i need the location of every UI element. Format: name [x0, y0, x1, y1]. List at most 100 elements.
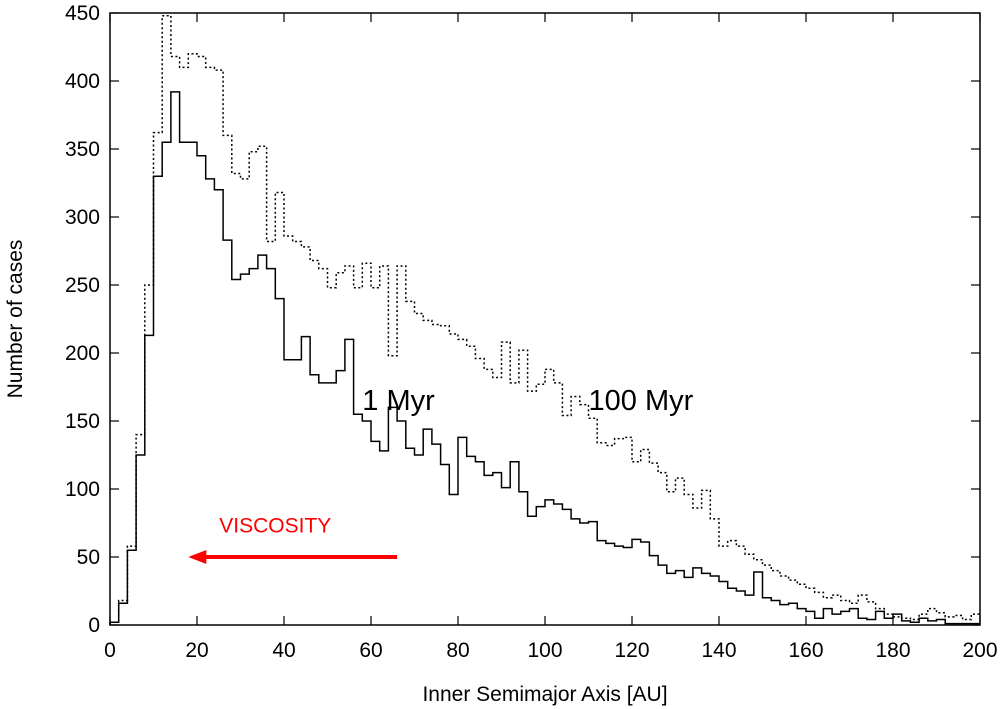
bin-1-16: [249, 152, 258, 625]
bin-1-82: [823, 598, 832, 625]
bin-0-48: [528, 516, 537, 625]
bin-1-61: [641, 450, 650, 625]
bin-0-54: [580, 523, 589, 625]
bin-0-85: [850, 609, 859, 625]
bin-1-9: [188, 54, 197, 625]
bin-1-94: [928, 609, 937, 625]
bin-1-11: [206, 67, 215, 625]
x-tick-label-40: 40: [272, 639, 295, 662]
bin-0-15: [241, 274, 250, 625]
y-tick-label-450: 450: [65, 2, 100, 25]
bin-0-26: [336, 371, 345, 625]
bin-0-68: [702, 573, 711, 625]
bin-0-33: [397, 421, 406, 625]
bin-1-57: [606, 445, 615, 625]
bin-0-19: [275, 299, 284, 625]
bin-0-35: [415, 455, 424, 625]
bin-1-17: [258, 146, 267, 625]
bin-0-70: [719, 581, 728, 625]
bin-1-25: [328, 288, 337, 625]
bin-0-67: [693, 568, 702, 625]
y-tick-label-150: 150: [65, 410, 100, 433]
bin-1-19: [275, 193, 284, 625]
bin-1-54: [580, 405, 589, 625]
bin-1-33: [397, 266, 406, 625]
bin-1-67: [693, 508, 702, 625]
bin-1-46: [510, 383, 519, 625]
series-path-1: [109, 14, 980, 625]
bin-0-84: [841, 611, 850, 625]
bin-0-16: [249, 269, 258, 625]
bin-1-48: [528, 391, 537, 625]
bin-1-22: [301, 247, 310, 625]
bin-1-5: [154, 133, 163, 625]
bin-0-73: [745, 595, 754, 625]
bin-0-88: [876, 611, 885, 625]
annotation-viscosity: VISCOSITY: [219, 515, 331, 538]
bin-1-72: [736, 546, 745, 625]
x-tick-label-180: 180: [875, 639, 910, 662]
bin-1-40: [458, 339, 467, 625]
bin-1-10: [197, 57, 206, 625]
annotation-100-myr: 100 Myr: [589, 385, 694, 417]
bin-0-79: [797, 609, 806, 625]
bin-1-76: [771, 571, 780, 625]
bin-0-49: [536, 507, 545, 625]
y-tick-label-0: 0: [88, 614, 100, 637]
bin-0-61: [641, 542, 650, 625]
bin-1-7: [171, 57, 180, 625]
series-path-0: [109, 91, 980, 625]
bin-0-83: [832, 614, 841, 625]
bin-0-41: [467, 456, 476, 625]
bin-0-29: [362, 421, 371, 625]
bin-0-31: [380, 451, 389, 625]
y-tick-label-50: 50: [77, 546, 100, 569]
bin-1-41: [467, 346, 476, 625]
bin-1-37: [432, 324, 441, 625]
bin-1-43: [484, 369, 493, 625]
bin-1-27: [345, 266, 354, 625]
bin-0-34: [406, 448, 415, 625]
bin-1-59: [623, 437, 632, 625]
bin-1-71: [728, 541, 737, 625]
series-1myr: [109, 91, 980, 625]
bin-1-66: [684, 494, 693, 625]
bin-0-6: [162, 142, 171, 625]
bin-1-3: [136, 435, 145, 625]
bin-0-14: [232, 280, 241, 625]
bin-0-87: [867, 620, 876, 625]
bin-1-62: [649, 463, 658, 625]
x-tick-label-160: 160: [788, 639, 823, 662]
bin-0-39: [449, 494, 458, 625]
bin-0-71: [728, 588, 737, 625]
bin-0-5: [154, 176, 163, 625]
bin-1-74: [754, 560, 763, 625]
bin-0-37: [432, 444, 441, 625]
bin-0-22: [301, 337, 310, 625]
bin-1-29: [362, 263, 371, 625]
bin-0-86: [858, 618, 867, 625]
bin-0-2: [127, 550, 136, 625]
series-100myr: [109, 14, 980, 625]
bin-1-28: [354, 288, 363, 625]
bin-0-45: [502, 488, 511, 625]
bin-1-30: [371, 288, 380, 625]
bin-1-93: [919, 614, 928, 625]
bin-1-83: [832, 595, 841, 625]
bin-1-56: [597, 443, 606, 625]
bin-0-50: [545, 500, 554, 625]
x-tick-label-80: 80: [446, 639, 469, 662]
tick-labels: 0 20 40 60 80 100 120 140 160 180 200 0 50 100 150 200 2…: [65, 2, 998, 662]
bin-1-50: [545, 369, 554, 625]
bin-1-70: [719, 546, 728, 625]
bin-1-2: [127, 546, 136, 625]
bin-1-53: [571, 397, 580, 625]
bin-1-26: [336, 273, 345, 625]
viscosity-arrowhead-icon: [188, 550, 207, 564]
bin-0-42: [475, 462, 484, 625]
bin-0-57: [606, 543, 615, 625]
bin-0-53: [571, 519, 580, 625]
bin-1-58: [615, 439, 624, 625]
bin-1-80: [806, 588, 815, 625]
